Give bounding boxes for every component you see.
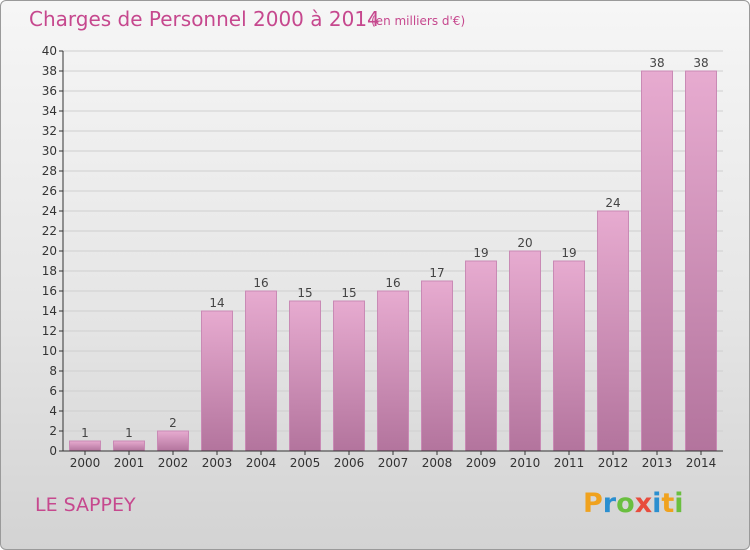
logo-letter: i <box>652 488 662 519</box>
data-label-2008: 17 <box>429 266 444 280</box>
y-tick-label: 4 <box>49 404 57 418</box>
bar-2001 <box>113 440 145 452</box>
data-label-2013: 38 <box>649 56 664 70</box>
chart-subtitle: (en milliers d'€) <box>371 14 466 28</box>
y-tick-label: 26 <box>42 184 57 198</box>
y-tick-label: 32 <box>42 124 57 138</box>
data-label-2011: 19 <box>561 246 576 260</box>
y-tick-label: 28 <box>42 164 57 178</box>
y-tick-label: 40 <box>42 44 57 58</box>
proxiti-logo: Proxiti <box>583 488 684 519</box>
commune-name: LE SAPPEY <box>35 494 136 516</box>
x-tick-label-2008: 2008 <box>422 456 453 470</box>
bar-2010 <box>509 250 541 452</box>
bars <box>69 70 717 452</box>
y-tick-label: 2 <box>49 424 57 438</box>
y-tick-label: 14 <box>42 304 57 318</box>
x-tick-label-2009: 2009 <box>466 456 497 470</box>
data-label-2012: 24 <box>605 196 620 210</box>
x-tick-label-2005: 2005 <box>290 456 321 470</box>
bar-2005 <box>289 300 321 452</box>
bar-2006 <box>333 300 365 452</box>
data-label-2006: 15 <box>341 286 356 300</box>
data-label-2007: 16 <box>385 276 400 290</box>
x-tick-label-2002: 2002 <box>158 456 189 470</box>
bar-2012 <box>597 210 629 452</box>
data-label-2005: 15 <box>297 286 312 300</box>
bar-2009 <box>465 260 497 452</box>
x-tick-label-2000: 2000 <box>70 456 101 470</box>
data-label-2002: 2 <box>169 416 177 430</box>
y-tick-label: 12 <box>42 324 57 338</box>
data-label-2014: 38 <box>693 56 708 70</box>
y-tick-label: 22 <box>42 224 57 238</box>
data-label-2009: 19 <box>473 246 488 260</box>
bar-2013 <box>641 70 673 452</box>
y-tick-label: 36 <box>42 84 57 98</box>
y-tick-label: 30 <box>42 144 57 158</box>
y-tick-label: 34 <box>42 104 57 118</box>
y-tick-label: 38 <box>42 64 57 78</box>
bar-2011 <box>553 260 585 452</box>
logo-letter: x <box>634 488 653 519</box>
y-tick-label: 10 <box>42 344 57 358</box>
logo-letter: P <box>583 488 603 519</box>
x-tick-label-2011: 2011 <box>554 456 585 470</box>
bar-2007 <box>377 290 409 452</box>
logo-letter: r <box>602 488 617 519</box>
y-tick-label: 24 <box>42 204 57 218</box>
logo-letter: t <box>661 488 675 519</box>
bar-2002 <box>157 430 189 452</box>
bar-2003 <box>201 310 233 452</box>
data-label-2004: 16 <box>253 276 268 290</box>
x-tick-label-2012: 2012 <box>598 456 629 470</box>
labels: 0246810121416182022242628303234363840120… <box>42 44 717 470</box>
x-tick-label-2006: 2006 <box>334 456 365 470</box>
x-tick-label-2013: 2013 <box>642 456 673 470</box>
data-label-2000: 1 <box>81 426 89 440</box>
x-tick-label-2010: 2010 <box>510 456 541 470</box>
data-label-2001: 1 <box>125 426 133 440</box>
x-tick-label-2014: 2014 <box>686 456 717 470</box>
x-tick-label-2007: 2007 <box>378 456 409 470</box>
x-tick-label-2003: 2003 <box>202 456 233 470</box>
y-tick-label: 6 <box>49 384 57 398</box>
data-label-2003: 14 <box>209 296 224 310</box>
bar-2000 <box>69 440 101 452</box>
x-tick-label-2001: 2001 <box>114 456 145 470</box>
axes <box>59 50 723 455</box>
bar-2008 <box>421 280 453 452</box>
logo-letter: i <box>674 488 684 519</box>
y-tick-label: 20 <box>42 244 57 258</box>
x-tick-label-2004: 2004 <box>246 456 277 470</box>
y-tick-label: 0 <box>49 444 57 458</box>
y-tick-label: 8 <box>49 364 57 378</box>
bar-2004 <box>245 290 277 452</box>
logo-letter: o <box>616 488 635 519</box>
y-tick-label: 16 <box>42 284 57 298</box>
chart-title: Charges de Personnel 2000 à 2014 <box>29 7 380 31</box>
data-label-2010: 20 <box>517 236 532 250</box>
bar-2014 <box>685 70 717 452</box>
y-tick-label: 18 <box>42 264 57 278</box>
